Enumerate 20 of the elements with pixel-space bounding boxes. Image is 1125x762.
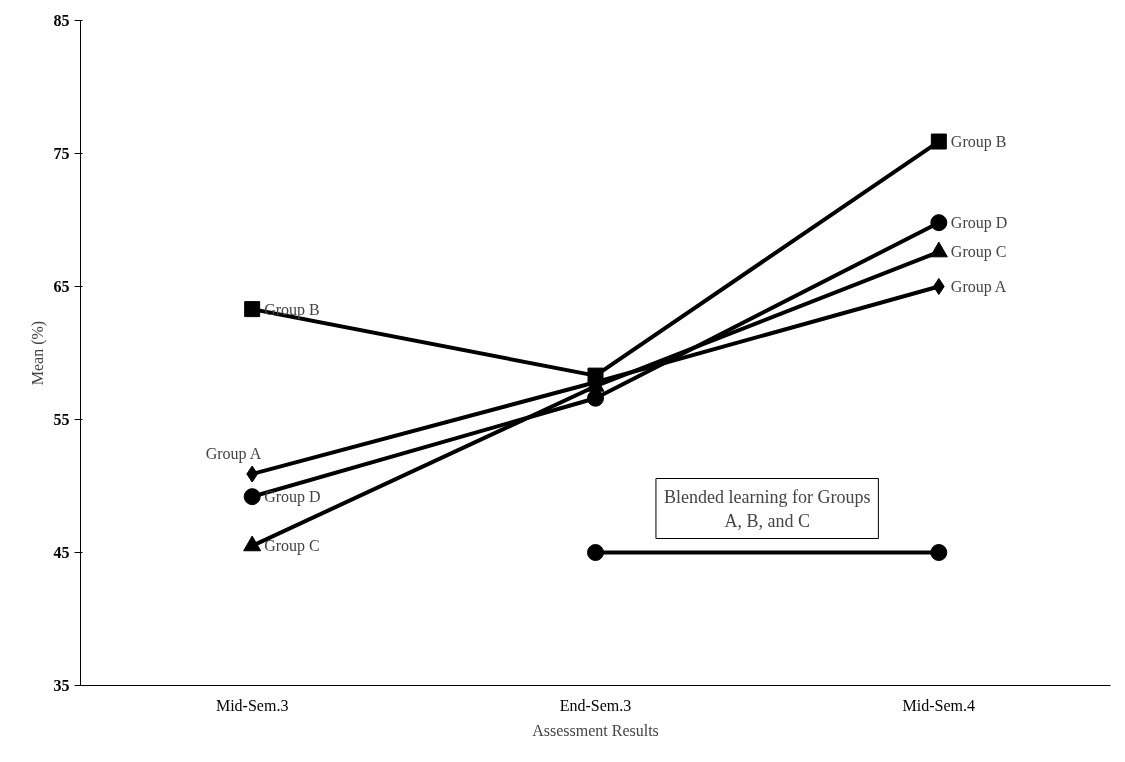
series-label: Group C: [264, 537, 320, 556]
y-axis-title: Mean (%): [28, 320, 47, 386]
series-label: Group A: [950, 278, 1007, 296]
text: Group D: [950, 214, 1008, 232]
text: Group A: [205, 445, 262, 463]
series-label: Group D: [264, 488, 321, 507]
x-tick-label: Mid-Sem.4: [902, 696, 976, 714]
y-tick-label: 85: [53, 12, 70, 29]
y-tick-label: 45: [53, 544, 70, 561]
text: Group C: [950, 243, 1007, 261]
y-tick-label: 75: [53, 145, 70, 162]
x-tick-label: End-Sem.3: [559, 696, 632, 714]
series-label: Group B: [264, 300, 320, 319]
y-tick-label: 35: [53, 677, 70, 694]
annotation: Blended learning for Groups A, B, and C: [663, 486, 871, 531]
y-tick-label: 65: [53, 278, 70, 295]
y-tick-label: 55: [53, 411, 70, 428]
x-tick-label: Mid-Sem.3: [215, 696, 289, 714]
x-axis-title: Assessment Results: [532, 721, 659, 739]
text: Group B: [950, 133, 1007, 151]
